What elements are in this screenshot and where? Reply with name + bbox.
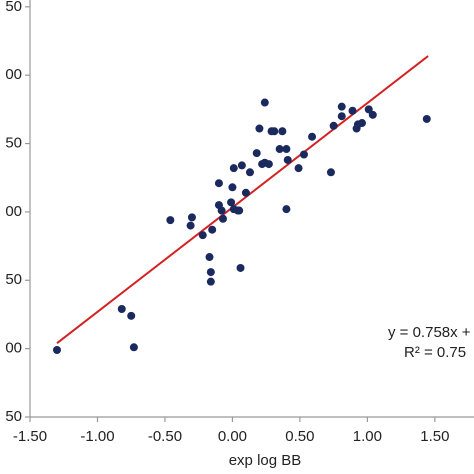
point: [422, 114, 431, 123]
y-tick-label: 50: [5, 408, 22, 425]
x-tick-label: 0.50: [285, 428, 314, 445]
point: [308, 132, 317, 141]
x-axis-label: exp log BB: [229, 452, 302, 469]
point: [283, 155, 292, 164]
point: [275, 145, 284, 154]
point: [198, 231, 207, 240]
point: [294, 164, 303, 173]
point: [217, 206, 226, 215]
point: [348, 106, 357, 115]
y-tick-label: 00: [5, 66, 22, 83]
point: [205, 253, 214, 262]
point: [270, 127, 279, 136]
point: [337, 102, 346, 111]
point: [329, 121, 338, 130]
x-tick-label: -0.50: [148, 428, 182, 445]
point: [237, 161, 246, 170]
point: [227, 198, 236, 207]
point: [229, 164, 238, 173]
x-tick-label: 1.00: [353, 428, 382, 445]
point: [127, 311, 136, 320]
y-tick-label: 50: [5, 271, 22, 288]
point: [368, 110, 377, 119]
x-tick-label: 0.00: [218, 428, 247, 445]
point: [166, 216, 175, 225]
point: [206, 277, 215, 286]
point: [218, 214, 227, 223]
point: [299, 150, 308, 159]
point: [117, 304, 126, 313]
point: [337, 112, 346, 121]
y-tick-label: 00: [5, 203, 22, 220]
point: [252, 149, 261, 158]
point: [129, 343, 138, 352]
y-tick-label: 00: [5, 340, 22, 357]
point: [214, 179, 223, 188]
point: [364, 105, 373, 114]
x-tick-label: 1.50: [420, 428, 449, 445]
trend-line: [56, 55, 429, 344]
point: [278, 127, 287, 136]
point: [357, 119, 366, 128]
point: [208, 225, 217, 234]
equation-label: y = 0.758x + 0: [388, 324, 474, 341]
point: [235, 206, 244, 215]
point: [186, 221, 195, 230]
y-tick-label: 50: [5, 135, 22, 152]
point: [187, 213, 196, 222]
point: [245, 168, 254, 177]
point: [282, 145, 291, 154]
point: [52, 346, 61, 355]
point: [228, 183, 237, 192]
r-squared-label: R² = 0.75: [404, 344, 466, 361]
point: [326, 168, 335, 177]
x-tick-label: -1.00: [80, 428, 114, 445]
point: [260, 98, 269, 107]
point: [282, 205, 291, 214]
y-tick-label: 50: [5, 0, 22, 15]
point: [241, 188, 250, 197]
point: [264, 160, 273, 169]
x-tick-label: -1.50: [13, 428, 47, 445]
point: [236, 263, 245, 272]
point: [206, 268, 215, 277]
point: [255, 124, 264, 133]
